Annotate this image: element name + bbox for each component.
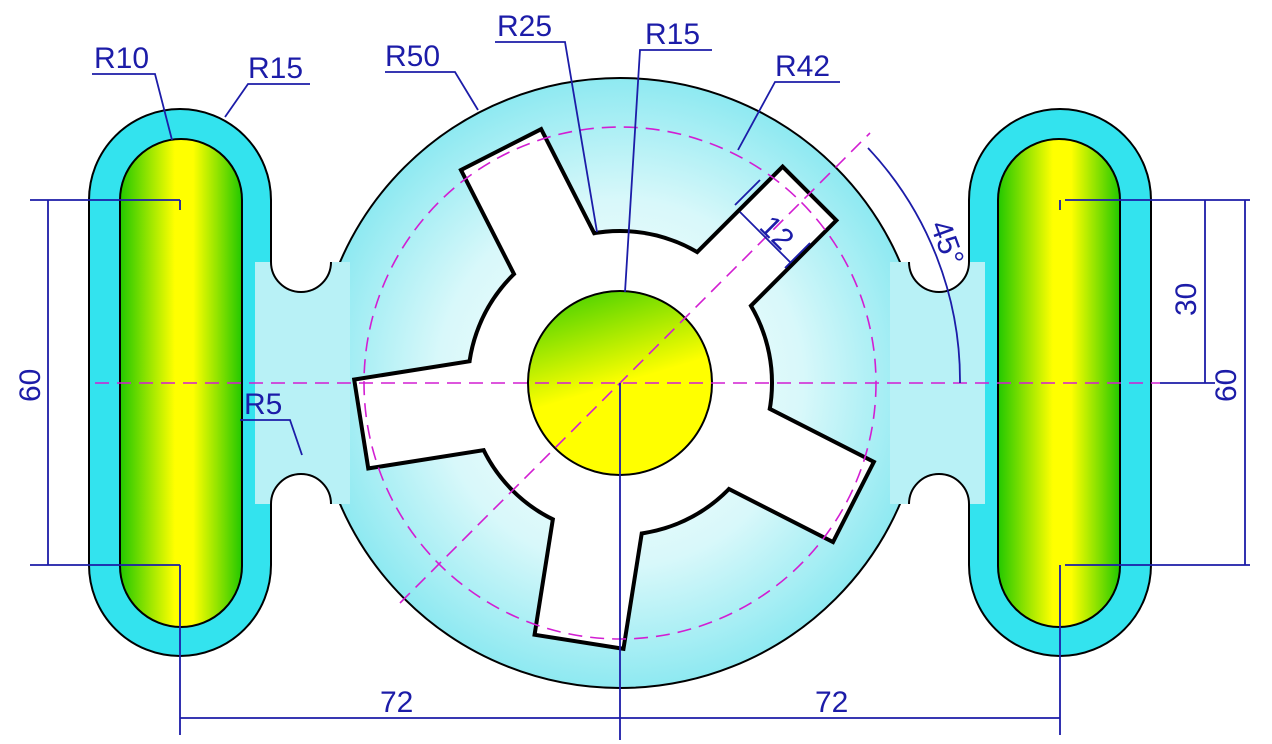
label-r50: R50 bbox=[385, 40, 440, 73]
label-r15-hub: R15 bbox=[645, 18, 700, 51]
label-r42: R42 bbox=[775, 50, 830, 83]
label-r10: R10 bbox=[94, 42, 149, 75]
label-72-left: 72 bbox=[380, 686, 413, 719]
label-60-right: 60 bbox=[1210, 369, 1243, 402]
label-r25: R25 bbox=[497, 10, 552, 43]
label-72-right: 72 bbox=[815, 686, 848, 719]
label-45: 45° bbox=[923, 216, 970, 270]
label-r15-outer: R15 bbox=[248, 52, 303, 85]
label-60-left: 60 bbox=[14, 369, 47, 402]
dimension-lines bbox=[30, 41, 1250, 740]
label-r5: R5 bbox=[244, 388, 282, 421]
label-30: 30 bbox=[1170, 283, 1203, 316]
